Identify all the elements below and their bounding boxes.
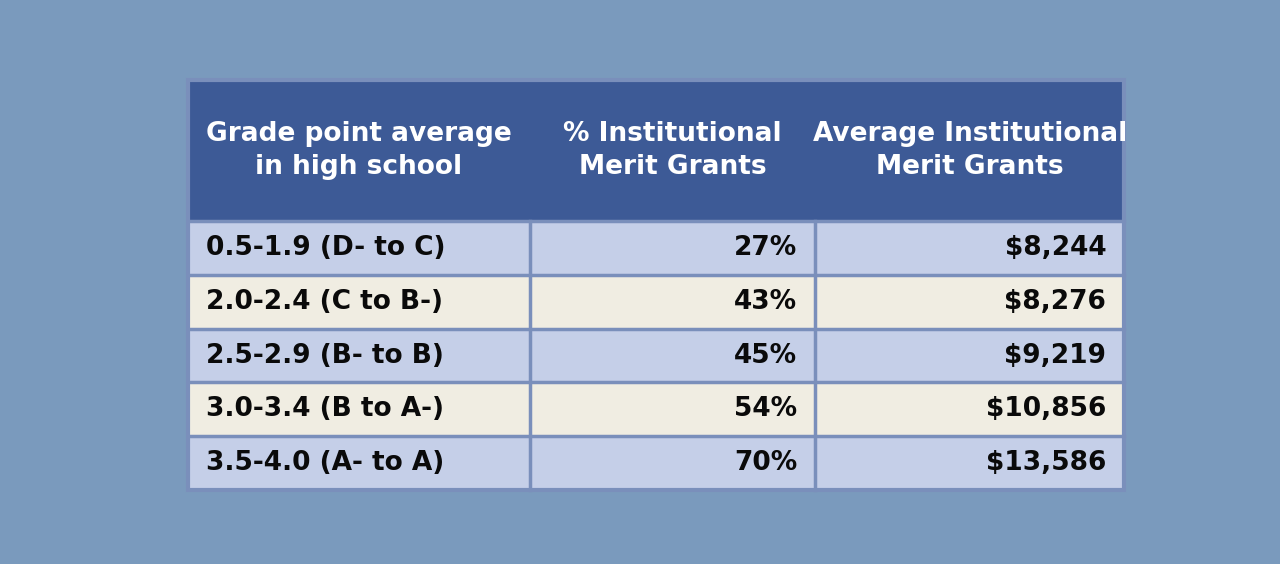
Bar <box>188 221 1124 275</box>
Text: $10,856: $10,856 <box>986 396 1106 422</box>
Text: % Institutional
Merit Grants: % Institutional Merit Grants <box>563 121 782 180</box>
Text: 2.0-2.4 (C to B-): 2.0-2.4 (C to B-) <box>206 289 443 315</box>
Text: 0.5-1.9 (D- to C): 0.5-1.9 (D- to C) <box>206 235 445 261</box>
Text: 43%: 43% <box>735 289 797 315</box>
Text: 3.0-3.4 (B to A-): 3.0-3.4 (B to A-) <box>206 396 444 422</box>
Text: Grade point average
in high school: Grade point average in high school <box>206 121 512 180</box>
Text: $13,586: $13,586 <box>986 450 1106 476</box>
Bar <box>188 382 1124 436</box>
Bar <box>188 275 1124 329</box>
Text: 54%: 54% <box>735 396 797 422</box>
Bar <box>188 80 1124 221</box>
Text: $8,244: $8,244 <box>1005 235 1106 261</box>
Text: 2.5-2.9 (B- to B): 2.5-2.9 (B- to B) <box>206 342 443 368</box>
Text: $9,219: $9,219 <box>1005 342 1106 368</box>
Text: Average Institutional
Merit Grants: Average Institutional Merit Grants <box>813 121 1126 180</box>
Text: 3.5-4.0 (A- to A): 3.5-4.0 (A- to A) <box>206 450 444 476</box>
Bar <box>188 329 1124 382</box>
Bar <box>188 436 1124 490</box>
Text: 27%: 27% <box>735 235 797 261</box>
Text: 70%: 70% <box>735 450 797 476</box>
Text: $8,276: $8,276 <box>1005 289 1106 315</box>
Text: 45%: 45% <box>735 342 797 368</box>
